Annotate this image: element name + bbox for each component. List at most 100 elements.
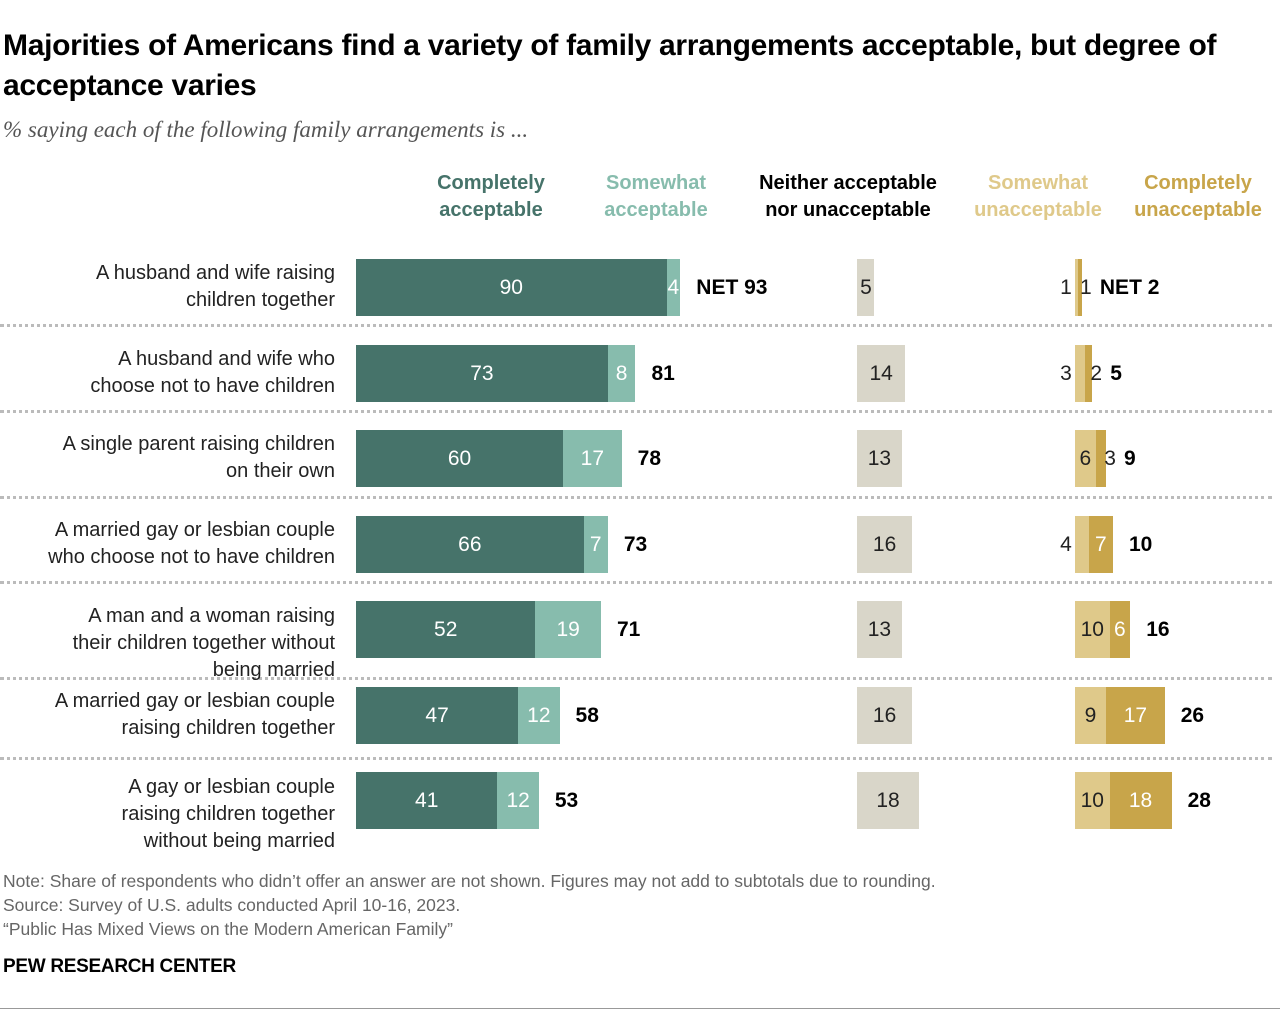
neither-bar: [857, 344, 906, 402]
somewhat-unacceptable-bar: [1075, 515, 1089, 573]
somewhat-unacceptable-bar: [1075, 344, 1086, 402]
somewhat-unacceptable-label: 6: [1079, 446, 1092, 470]
completely-unacceptable-label: 7: [1095, 532, 1107, 556]
somewhat-acceptable-bar: [497, 771, 539, 829]
somewhat-unacceptable-bar: [1075, 686, 1107, 744]
row-divider: [0, 581, 1272, 584]
completely-acceptable-label: 66: [458, 532, 482, 556]
neither-label: 18: [876, 788, 900, 812]
somewhat-acceptable-label: 12: [527, 703, 551, 727]
legend-header: Completely unacceptable: [1134, 172, 1262, 221]
row-label: A married gay or lesbian couple who choos…: [48, 519, 335, 568]
completely-acceptable-label: 90: [499, 275, 523, 299]
somewhat-acceptable-label: 7: [589, 532, 602, 556]
net-unacceptable-label: 28: [1187, 788, 1211, 812]
completely-acceptable-bar: [356, 429, 563, 487]
somewhat-acceptable-label: 4: [667, 275, 680, 299]
neither-bar: [857, 771, 920, 829]
neither-bar: [857, 429, 902, 487]
somewhat-acceptable-bar: [583, 515, 608, 573]
net-unacceptable-label: 10: [1128, 532, 1153, 556]
net-acceptable-label: NET 93: [696, 275, 768, 299]
completely-acceptable-label: 47: [425, 703, 449, 727]
neither-label: 16: [872, 532, 897, 556]
somewhat-acceptable-bar: [563, 429, 622, 487]
net-acceptable-label: 58: [575, 703, 599, 727]
row-label: A husband and wife raising children toget…: [95, 262, 335, 311]
neither-bar: [857, 600, 902, 658]
completely-unacceptable-label: 1: [1080, 275, 1092, 299]
chart-subtitle: % saying each of the following family ar…: [3, 117, 529, 142]
neither-label: 13: [867, 446, 892, 470]
completely-unacceptable-bar: [1078, 258, 1082, 316]
completely-acceptable-label: 52: [434, 617, 458, 641]
completely-acceptable-bar: [356, 600, 536, 658]
completely-unacceptable-bar: [1109, 771, 1172, 829]
legend-header: Neither acceptable nor unacceptable: [759, 172, 937, 221]
net-unacceptable-label: 5: [1110, 361, 1122, 385]
row-divider: [0, 677, 1272, 680]
row-label: A married gay or lesbian couple raising c…: [54, 690, 335, 739]
completely-unacceptable-label: 3: [1104, 446, 1116, 470]
row-label: A single parent raising children on their…: [62, 433, 335, 482]
net-acceptable-label: 81: [651, 361, 675, 385]
completely-unacceptable-label: 2: [1090, 361, 1103, 385]
legend-header: Somewhat unacceptable: [974, 172, 1102, 221]
net-acceptable-label: 71: [616, 617, 641, 641]
somewhat-unacceptable-label: 10: [1080, 617, 1104, 641]
somewhat-acceptable-label: 12: [506, 788, 530, 812]
note: Note: Share of respondents who didn’t of…: [3, 871, 936, 891]
somewhat-acceptable-label: 17: [580, 446, 604, 470]
divider: [0, 1008, 1280, 1009]
neither-bar: [857, 686, 913, 744]
source: Source: Survey of U.S. adults conducted …: [3, 895, 461, 915]
neither-label: 5: [860, 275, 872, 299]
net-unacceptable-label: 16: [1146, 617, 1170, 641]
completely-acceptable-bar: [356, 771, 498, 829]
somewhat-acceptable-label: 8: [615, 361, 628, 385]
somewhat-unacceptable-bar: [1075, 771, 1110, 829]
net-acceptable-label: 53: [554, 788, 579, 812]
somewhat-unacceptable-label: 10: [1080, 788, 1104, 812]
neither-label: 14: [869, 361, 893, 385]
somewhat-unacceptable-bar: [1075, 429, 1096, 487]
row-label: A man and a woman raising their children …: [72, 604, 335, 681]
chart-title: Majorities of Americans find a variety o…: [3, 29, 1217, 102]
completely-acceptable-label: 60: [447, 446, 472, 470]
completely-acceptable-label: 73: [470, 361, 494, 385]
brand-logo: PEW RESEARCH CENTER: [3, 956, 236, 977]
net-acceptable-label: 78: [637, 446, 661, 470]
completely-unacceptable-bar: [1088, 515, 1113, 573]
neither-bar: [857, 515, 913, 573]
row-divider: [0, 496, 1272, 499]
somewhat-unacceptable-bar: [1075, 600, 1110, 658]
completely-unacceptable-label: 6: [1114, 617, 1126, 641]
net-unacceptable-label: 9: [1124, 446, 1136, 470]
completely-acceptable-bar: [356, 515, 584, 573]
neither-bar: [857, 258, 875, 316]
somewhat-acceptable-bar: [607, 344, 636, 402]
net-acceptable-label: 73: [623, 532, 648, 556]
row-label: A gay or lesbian couple raising children …: [121, 775, 335, 852]
somewhat-acceptable-bar: [666, 258, 681, 316]
completely-unacceptable-label: 18: [1128, 788, 1153, 812]
row-divider: [0, 324, 1272, 327]
somewhat-unacceptable-label: 3: [1060, 361, 1072, 385]
net-unacceptable-label: NET 2: [1099, 275, 1160, 299]
row-divider: [0, 757, 1272, 760]
somewhat-unacceptable-bar: [1075, 258, 1079, 316]
completely-unacceptable-bar: [1095, 429, 1107, 487]
somewhat-unacceptable-label: 9: [1084, 703, 1097, 727]
somewhat-acceptable-label: 19: [556, 617, 580, 641]
row-divider: [0, 410, 1272, 413]
legend-header: Somewhat acceptable: [604, 172, 708, 221]
row-label: A husband and wife who choose not to have…: [90, 348, 335, 397]
completely-unacceptable-bar: [1106, 686, 1165, 744]
somewhat-unacceptable-label: 4: [1060, 532, 1072, 556]
net-unacceptable-label: 26: [1180, 703, 1205, 727]
neither-label: 16: [872, 703, 897, 727]
somewhat-acceptable-bar: [535, 600, 601, 658]
completely-unacceptable-bar: [1085, 344, 1093, 402]
somewhat-acceptable-bar: [518, 686, 560, 744]
neither-label: 13: [867, 617, 892, 641]
